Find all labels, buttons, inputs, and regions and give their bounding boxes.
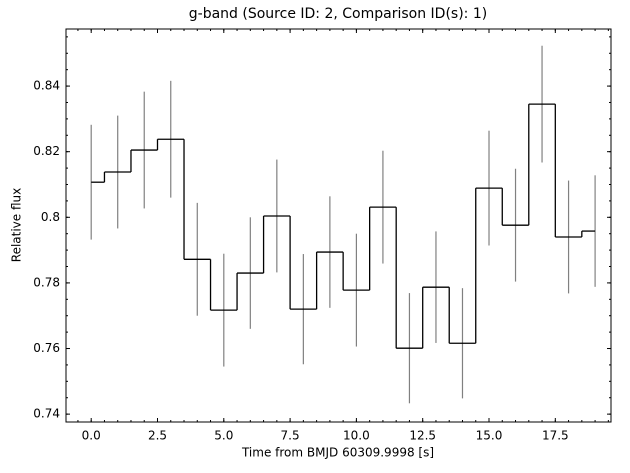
y-tick-label: 0.84 — [33, 79, 60, 93]
y-tick-label: 0.76 — [33, 341, 60, 355]
x-tick-label: 10.0 — [343, 429, 370, 443]
y-tick-label: 0.74 — [33, 407, 60, 421]
y-tick-label: 0.8 — [41, 210, 60, 224]
x-tick-label: 2.5 — [148, 429, 167, 443]
x-tick-label: 17.5 — [542, 429, 569, 443]
plot-frame — [65, 28, 612, 423]
x-tick-label: 5.0 — [214, 429, 233, 443]
x-axis-label: Time from BMJD 60309.9998 [s] — [241, 446, 434, 460]
y-tick-label: 0.82 — [33, 144, 60, 158]
y-axis-label: Relative flux — [10, 188, 24, 262]
x-tick-label: 12.5 — [409, 429, 436, 443]
y-tick-label: 0.78 — [33, 275, 60, 289]
x-tick-label: 0.0 — [82, 429, 101, 443]
x-tick-label: 15.0 — [476, 429, 503, 443]
x-tick-label: 7.5 — [281, 429, 300, 443]
chart-title: g-band (Source ID: 2, Comparison ID(s): … — [189, 6, 487, 22]
